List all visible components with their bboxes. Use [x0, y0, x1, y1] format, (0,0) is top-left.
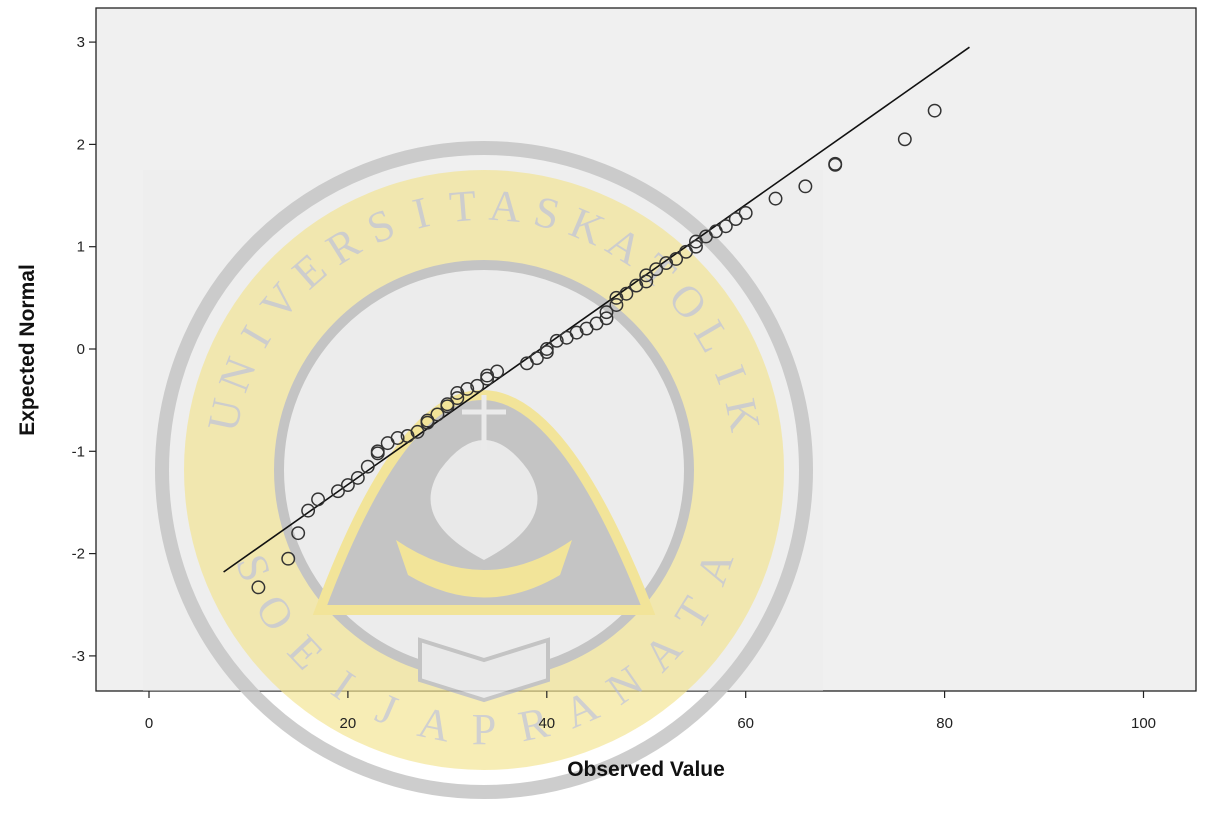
- data-point: [291, 526, 306, 541]
- reference-line: [223, 46, 970, 573]
- y-tick-label: 2: [77, 136, 85, 153]
- data-point: [370, 444, 385, 459]
- data-point: [301, 503, 316, 518]
- data-point: [410, 424, 425, 439]
- data-point: [798, 179, 813, 194]
- x-tick-label: 0: [145, 715, 153, 732]
- data-point: [649, 262, 664, 277]
- y-tick-label: -3: [72, 648, 85, 665]
- x-tick-label: 20: [340, 715, 357, 732]
- data-point: [281, 551, 296, 566]
- x-tick-label: 100: [1131, 715, 1156, 732]
- x-axis-title: Observed Value: [567, 758, 725, 781]
- y-tick-label: -2: [72, 546, 85, 563]
- y-axis: 3 2 1 0 -1 -2 -3: [72, 34, 96, 665]
- data-point: [669, 252, 684, 266]
- x-tick-label: 60: [737, 715, 754, 732]
- data-point: [768, 191, 783, 206]
- y-tick-label: 0: [77, 341, 85, 358]
- reference-line-layer: [223, 46, 970, 573]
- y-axis-title: Expected Normal: [16, 264, 39, 436]
- data-point: [639, 274, 654, 289]
- x-tick-label: 80: [936, 715, 953, 732]
- data-point: [450, 391, 465, 406]
- x-tick-label: 40: [538, 715, 555, 732]
- data-point: [331, 484, 345, 499]
- y-tick-label: 3: [77, 34, 85, 51]
- data-point: [609, 298, 624, 312]
- watermark-letter: T: [447, 181, 478, 232]
- data-point: [490, 364, 505, 379]
- data-point: [430, 407, 445, 422]
- y-tick-label: 1: [77, 239, 85, 256]
- points-layer: [251, 103, 942, 595]
- data-point: [599, 305, 614, 320]
- data-point: [927, 103, 942, 118]
- data-point: [718, 219, 733, 234]
- watermark-letter: A: [487, 181, 523, 232]
- data-point: [738, 205, 753, 220]
- data-point: [619, 286, 634, 301]
- data-point: [460, 381, 475, 396]
- data-point: [470, 378, 485, 393]
- data-point: [897, 132, 912, 147]
- data-point: [549, 333, 564, 348]
- data-point: [728, 212, 743, 227]
- data-point: [440, 397, 455, 412]
- data-point: [689, 239, 703, 254]
- data-point: [599, 311, 614, 326]
- data-point: [420, 413, 435, 428]
- data-point: [529, 351, 544, 366]
- data-point: [251, 580, 266, 595]
- data-point: [340, 478, 355, 493]
- y-tick-label: -1: [72, 443, 85, 460]
- x-axis: 0 20 40 60 80 100: [145, 691, 1156, 732]
- data-point: [360, 459, 375, 474]
- data-point: [828, 156, 843, 171]
- data-point: [539, 342, 554, 356]
- data-point: [390, 431, 405, 445]
- watermark-letter: P: [472, 705, 496, 754]
- data-point: [350, 470, 365, 485]
- data-point: [639, 268, 654, 283]
- data-point: [311, 492, 326, 507]
